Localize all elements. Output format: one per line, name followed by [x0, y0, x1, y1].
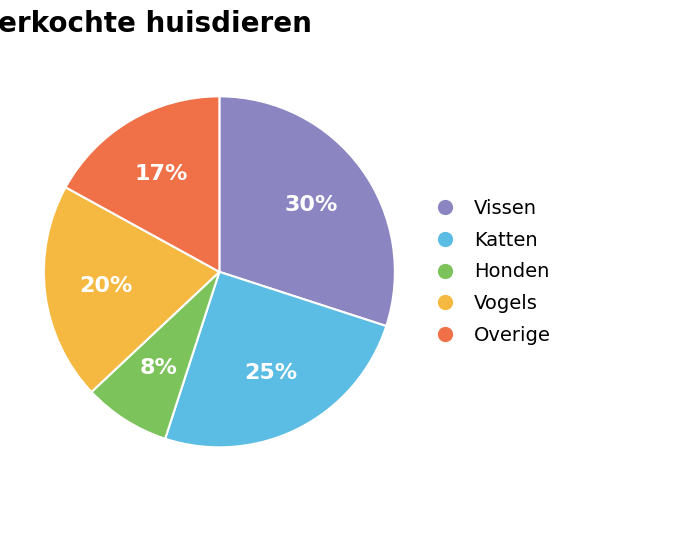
- Text: 17%: 17%: [134, 164, 188, 184]
- Text: Verkochte huisdieren: Verkochte huisdieren: [0, 10, 312, 38]
- Text: 30%: 30%: [285, 195, 338, 215]
- Legend: Vissen, Katten, Honden, Vogels, Overige: Vissen, Katten, Honden, Vogels, Overige: [418, 191, 559, 352]
- Text: 8%: 8%: [139, 358, 178, 378]
- Wedge shape: [91, 272, 219, 439]
- Wedge shape: [65, 96, 219, 272]
- Text: 20%: 20%: [80, 276, 133, 296]
- Wedge shape: [165, 272, 386, 447]
- Text: 25%: 25%: [244, 364, 298, 383]
- Wedge shape: [219, 96, 395, 326]
- Wedge shape: [44, 187, 219, 392]
